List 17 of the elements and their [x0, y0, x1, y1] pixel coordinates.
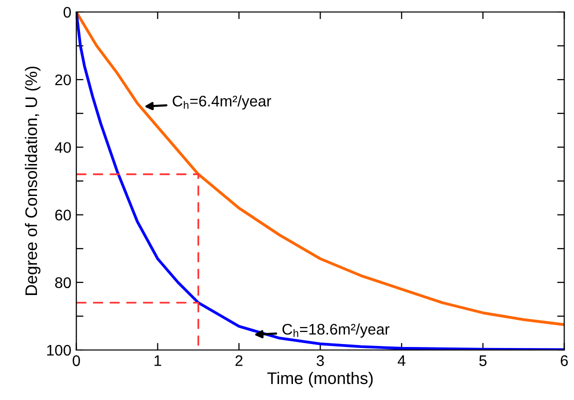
x-tick-label: 4	[398, 355, 406, 366]
annotation: C$_{h}$=6.4m²/year	[172, 95, 272, 110]
x-tick-label: 2	[235, 355, 242, 366]
y-tick-label: 60	[55, 210, 71, 220]
x-axis-title: Time (months)	[267, 372, 373, 388]
x-tick-label: 0	[72, 355, 80, 366]
x-tick-label: 6	[560, 355, 568, 366]
y-tick-label: 100	[47, 344, 71, 356]
x-tick-label: 1	[154, 355, 162, 366]
x-tick-label: 5	[479, 355, 487, 366]
y-tick-label: 40	[54, 142, 71, 153]
y-tick-label: 80	[55, 277, 71, 288]
y-tick-label: 20	[55, 74, 71, 86]
x-tick-label: 3	[316, 355, 324, 366]
y-axis-title: Degree of Consolidation, U (%)	[24, 66, 40, 295]
annotation: C$_{h}$=18.6m²/year	[282, 323, 390, 338]
y-tick-label: 0	[64, 6, 71, 18]
